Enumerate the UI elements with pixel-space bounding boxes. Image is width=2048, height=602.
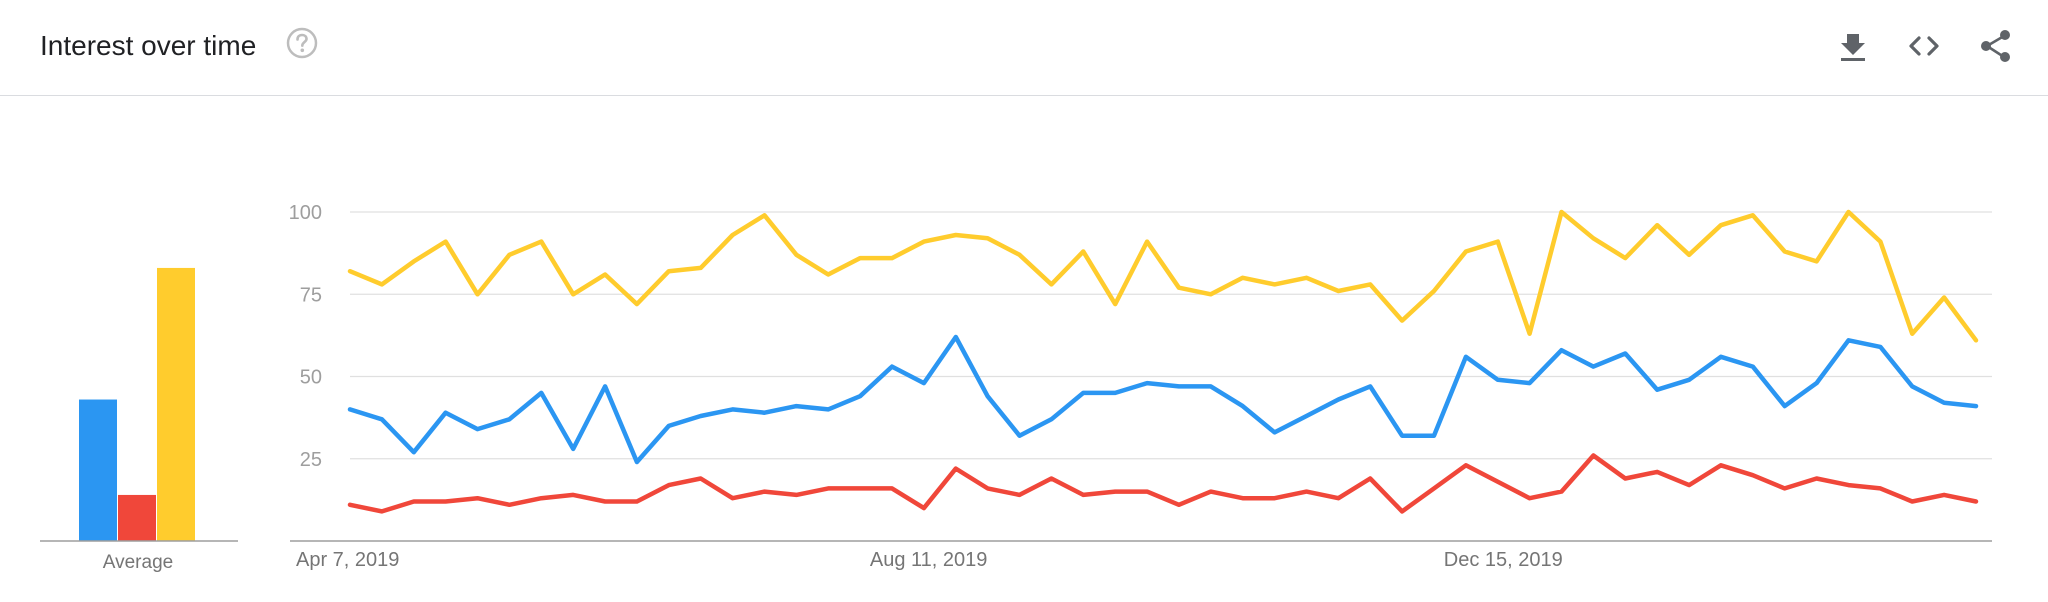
y-tick-label: 100 (289, 202, 322, 224)
interest-over-time-chart: Average 25 50 75 100 Apr 7, 2019 Aug 11, 201… (40, 202, 1992, 573)
chart-title: Interest over time (40, 30, 257, 61)
x-tick-label: Apr 7, 2019 (296, 549, 399, 571)
y-tick-label: 25 (300, 449, 322, 471)
download-icon[interactable] (1835, 28, 1871, 64)
average-label: Average (103, 552, 173, 573)
y-tick-label: 75 (300, 284, 322, 306)
average-bar-chart: Average (40, 267, 238, 573)
x-tick-label: Aug 11, 2019 (870, 549, 988, 571)
series-line-3 (347, 209, 1979, 343)
y-tick-label: 50 (300, 367, 322, 389)
average-bar-2 (118, 494, 156, 541)
series-line-1 (347, 334, 1979, 465)
share-icon[interactable] (1978, 28, 2014, 64)
embed-code-icon[interactable] (1906, 28, 1942, 64)
help-circle-icon[interactable] (286, 27, 318, 59)
average-bar-1 (79, 399, 117, 541)
series-line-2 (347, 453, 1979, 514)
line-chart: 25 50 75 100 Apr 7, 2019 Aug 11, 2019 Dec 15,… (289, 202, 1992, 571)
chart-header: Interest over time (0, 0, 2048, 96)
average-bar-3 (157, 267, 195, 541)
x-tick-label: Dec 15, 2019 (1444, 549, 1563, 571)
